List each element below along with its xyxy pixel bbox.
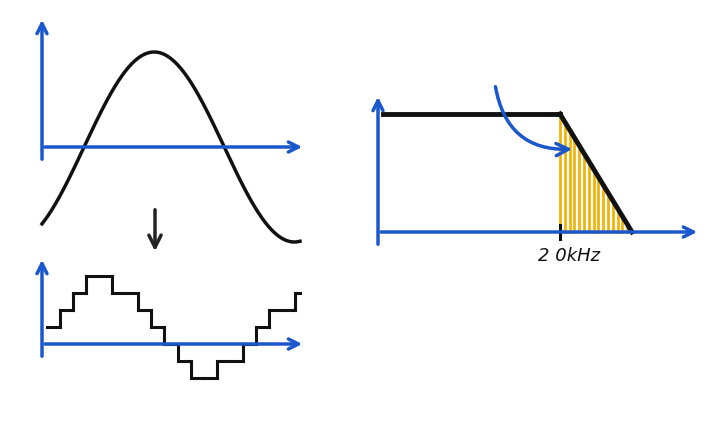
Text: 2 0kHz: 2 0kHz: [538, 247, 600, 264]
